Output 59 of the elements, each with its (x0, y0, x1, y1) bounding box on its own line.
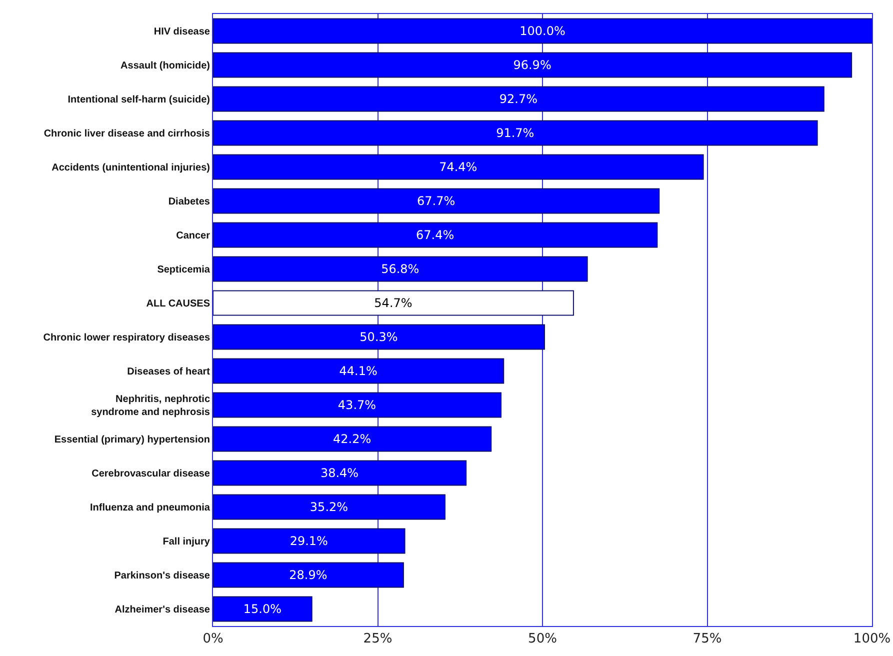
bar (213, 528, 406, 554)
y-tick-label: Septicemia (157, 264, 210, 276)
y-tick-label: Accidents (unintentional injuries) (52, 162, 210, 174)
bar (213, 188, 660, 214)
data-label: 96.9% (513, 58, 552, 72)
y-tick-label: Influenza and pneumonia (90, 502, 210, 514)
bar (213, 426, 492, 452)
data-label: 54.7% (374, 296, 412, 310)
x-tick-label: 25% (363, 632, 392, 647)
data-label: 44.1% (339, 364, 378, 378)
bar (213, 596, 312, 622)
y-tick-label: Intentional self-harm (suicide) (68, 94, 210, 106)
y-tick-label: Cerebrovascular disease (92, 468, 210, 480)
data-label: 100.0% (520, 24, 566, 38)
y-tick-label: Chronic lower respiratory diseases (43, 332, 210, 344)
data-label: 43.7% (338, 398, 376, 412)
data-label: 67.7% (417, 194, 456, 208)
bar (213, 392, 502, 418)
x-tick-label: 100% (853, 632, 891, 647)
bar (213, 256, 588, 282)
bar (213, 290, 574, 316)
bar (213, 154, 704, 180)
y-tick-label: Cancer (176, 230, 210, 242)
x-tick-label: 50% (528, 632, 557, 647)
data-label: 91.7% (496, 126, 534, 140)
y-tick-label: HIV disease (154, 26, 210, 38)
data-label: 56.8% (381, 262, 420, 276)
data-label: 74.4% (439, 160, 478, 174)
data-label: 15.0% (243, 602, 282, 616)
data-label: 38.4% (320, 466, 359, 480)
data-label: 92.7% (499, 92, 538, 106)
y-tick-label: Essential (primary) hypertension (54, 434, 210, 446)
bar (213, 222, 658, 248)
y-tick-label: Chronic liver disease and cirrhosis (44, 128, 210, 140)
y-tick-label: Parkinson's disease (114, 570, 210, 582)
x-tick-label: 75% (692, 632, 722, 647)
data-label: 29.1% (290, 534, 328, 548)
data-label: 35.2% (310, 500, 348, 514)
bar (213, 52, 852, 78)
data-label: 42.2% (332, 432, 372, 446)
bar (213, 86, 824, 112)
bar (213, 358, 504, 384)
bar (213, 18, 872, 44)
y-tick-label: Diseases of heart (127, 366, 211, 378)
bar (213, 562, 404, 588)
y-tick-label: Nephritis, nephrotic syndrome and nephrosis (91, 394, 210, 418)
data-label: 50.3% (360, 330, 398, 344)
data-label: 28.9% (289, 568, 328, 582)
y-tick-label: Diabetes (168, 196, 210, 208)
bar (213, 324, 545, 350)
y-tick-label: ALL CAUSES (146, 298, 210, 310)
bar (213, 120, 818, 146)
x-tick-label: 0% (202, 632, 224, 647)
data-label: 67.4% (416, 228, 454, 242)
y-tick-label: Fall injury (162, 536, 210, 548)
bar (213, 494, 446, 520)
y-tick-label: Assault (homicide) (120, 60, 210, 72)
bar (213, 460, 467, 486)
y-tick-label: Alzheimer's disease (114, 604, 210, 616)
